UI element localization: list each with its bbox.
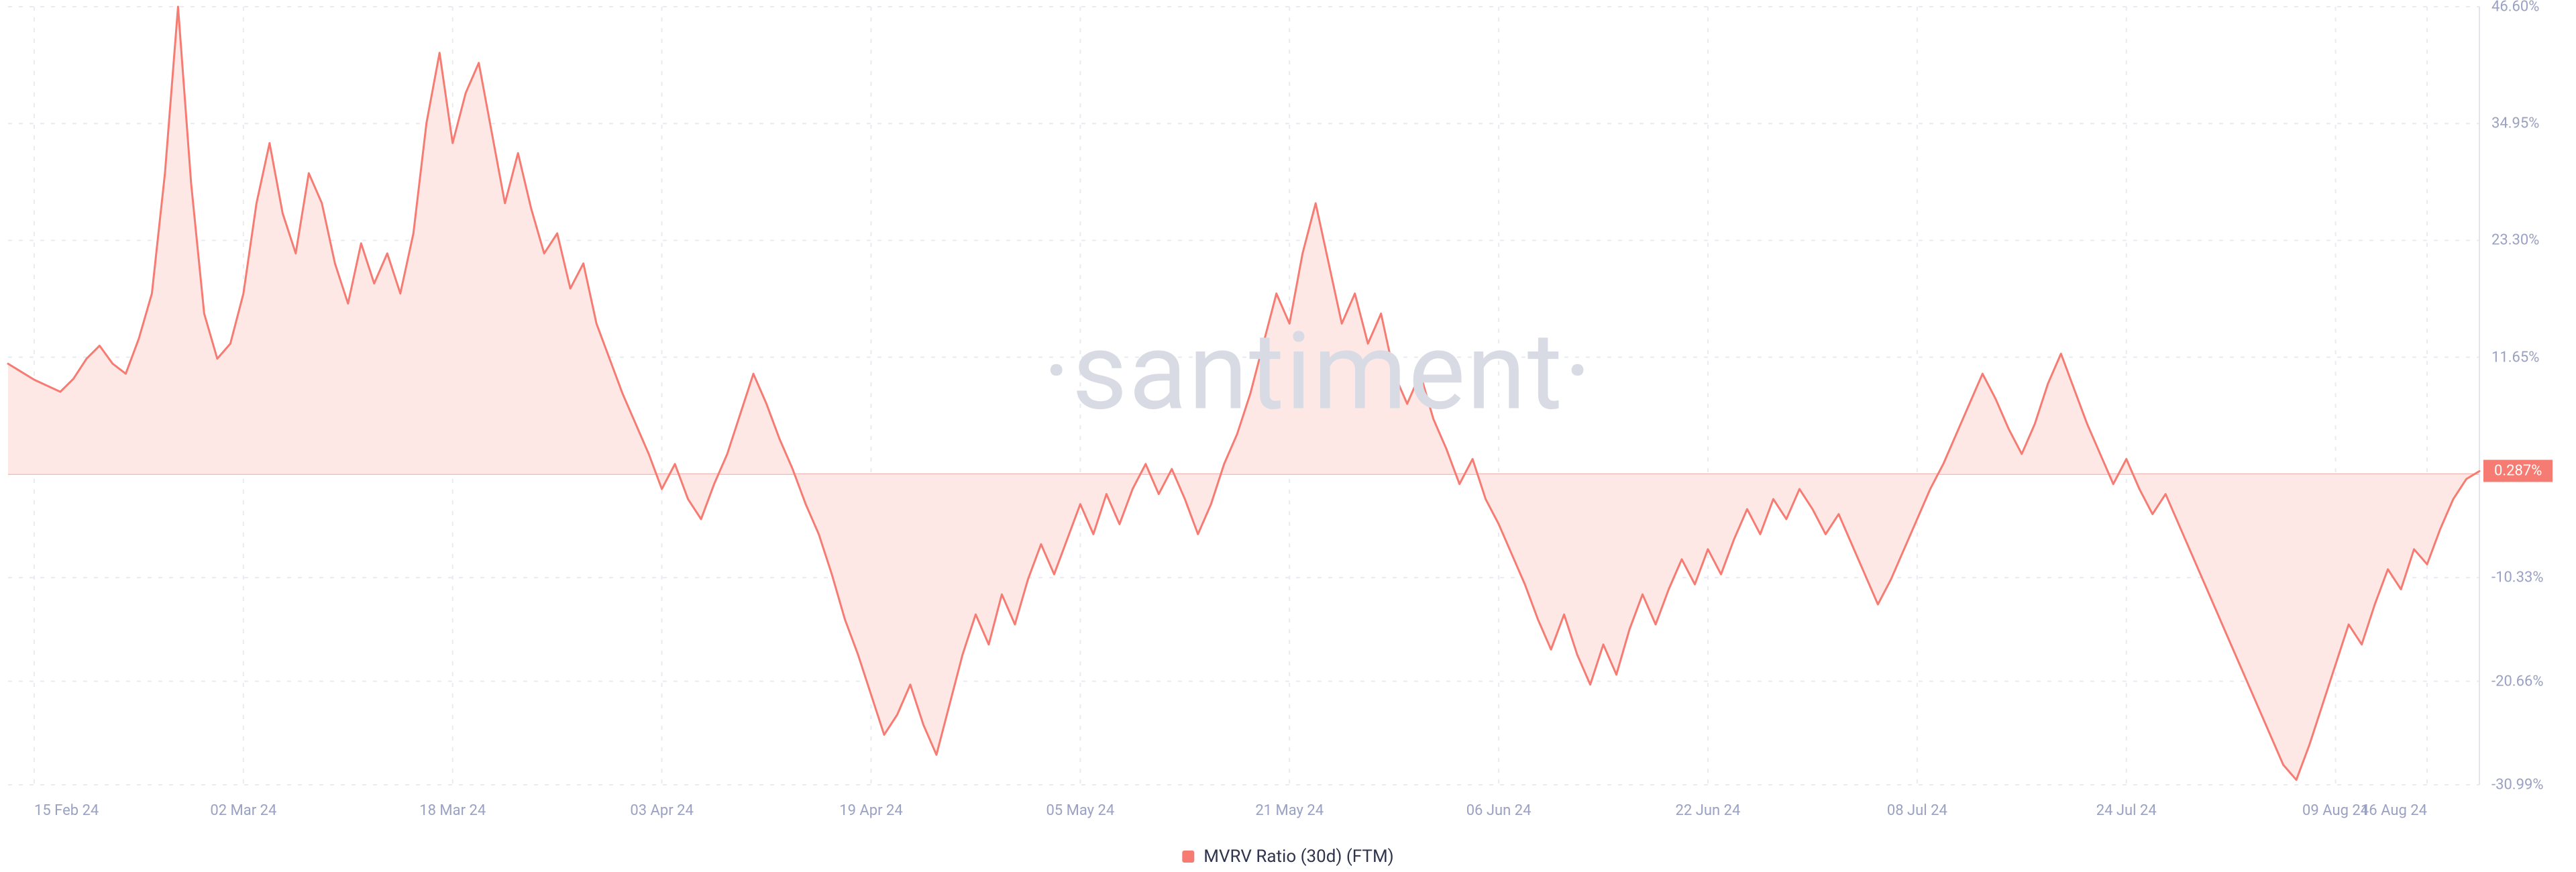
y-tick-label: 23.30%: [2491, 232, 2539, 249]
x-tick-label: 08 Jul 24: [1887, 802, 1947, 819]
x-tick-label: 02 Mar 24: [210, 802, 276, 819]
x-tick-label: 06 Jun 24: [1466, 802, 1532, 819]
x-tick-label: 19 Apr 24: [839, 802, 903, 819]
current-value-badge: 0.287%: [2483, 460, 2553, 482]
y-tick-label: 11.65%: [2491, 349, 2539, 366]
y-tick-label: 46.60%: [2491, 0, 2539, 15]
x-tick-label: 24 Jul 24: [2096, 802, 2157, 819]
x-tick-label: 05 May 24: [1046, 802, 1114, 819]
chart-svg: [0, 0, 2576, 872]
x-tick-label: 09 Aug 24: [2302, 802, 2369, 819]
x-tick-label: 18 Mar 24: [419, 802, 486, 819]
y-tick-label: -30.99%: [2491, 777, 2543, 794]
x-tick-label: 21 May 24: [1255, 802, 1324, 819]
x-tick-label: 22 Jun 24: [1676, 802, 1741, 819]
mvrv-chart: ·santiment· 0.287% MVRV Ratio (30d) (FTM…: [0, 0, 2576, 872]
x-tick-label: 03 Apr 24: [630, 802, 694, 819]
x-tick-label: 16 Aug 24: [2361, 802, 2427, 819]
y-tick-label: 34.95%: [2491, 115, 2539, 132]
y-tick-label: -20.66%: [2491, 673, 2543, 690]
legend-label: MVRV Ratio (30d) (FTM): [1203, 847, 1393, 867]
y-tick-label: -10.33%: [2491, 569, 2543, 586]
x-tick-label: 15 Feb 24: [34, 802, 99, 819]
legend: MVRV Ratio (30d) (FTM): [1182, 847, 1393, 867]
legend-swatch: [1182, 851, 1194, 863]
